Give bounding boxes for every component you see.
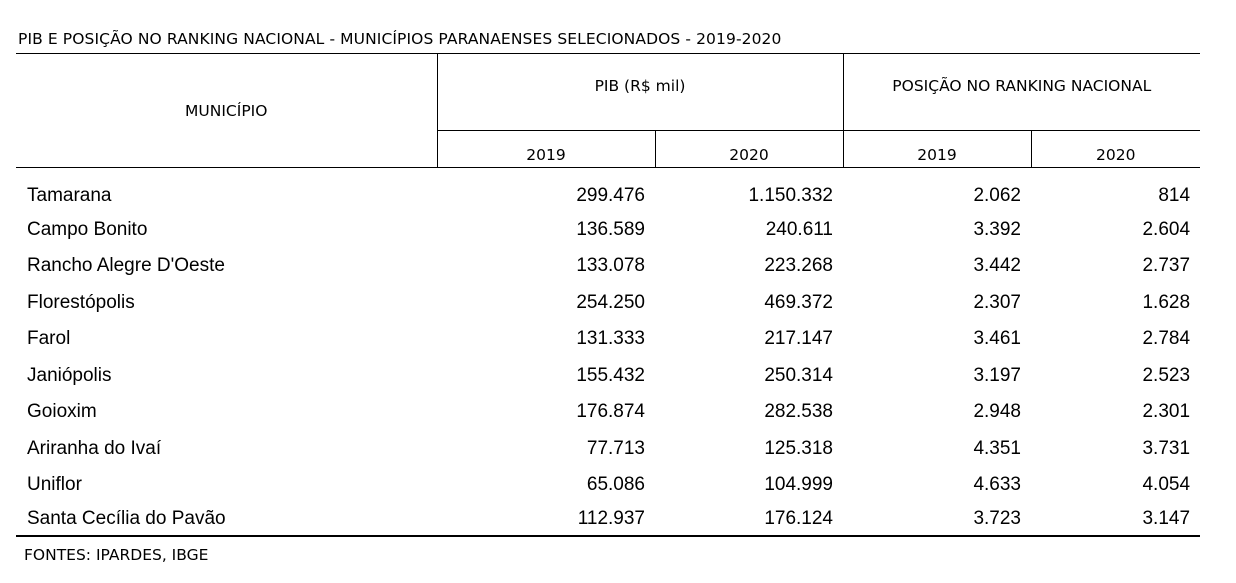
table-row: Rancho Alegre D'Oeste 133.078 223.268 3.442… [16,248,1200,285]
cell-pib-2019: 136.589 [576,218,645,240]
cell-pib-2019: 155.432 [576,364,645,386]
cell-pib-2020: 217.147 [764,328,833,350]
table-row: Florestópolis 254.250 469.372 2.307 1.628 [16,285,1200,322]
cell-municipio: Uniflor [27,474,82,496]
table-row: Janiópolis 155.432 250.314 3.197 2.523 [16,358,1200,395]
cell-municipio: Janiópolis [27,364,112,386]
table-row: Tamarana 299.476 1.150.332 2.062 814 [16,168,1200,212]
cell-municipio: Tamarana [27,184,112,206]
header-row-groups: MUNICÍPIO PIB (R$ mil) POSIÇÃO NO RANKIN… [16,53,1201,168]
cell-pib-2020: 104.999 [764,474,833,496]
cell-rank-2019: 3.723 [843,503,1031,537]
cell-pib-2019: 112.937 [437,503,655,537]
cell-rank-2019: 3.197 [973,364,1021,386]
table-row: Farol 131.333 217.147 3.461 2.784 [16,321,1200,358]
header-row-years: 2019 2020 2019 2020 [16,130,1201,168]
cell-rank-2019: 2.948 [973,401,1021,423]
cell-pib-2020: 176.124 [655,503,843,537]
cell-pib-2019: 299.476 [576,184,645,206]
cell-rank-2019: 3.442 [973,255,1021,277]
cell-rank-2020: 3.147 [1031,503,1201,537]
header-pib-2019: 2019 [436,130,655,168]
cell-municipio: Florestópolis [27,291,135,313]
cell-rank-2019: 2.062 [973,184,1021,206]
cell-rank-2020: 3.731 [1142,437,1191,459]
cell-pib-2020: 1.150.332 [748,184,833,206]
cell-rank-2020: 4.054 [1142,474,1191,496]
cell-pib-2019: 131.333 [576,328,645,350]
table-title: PIB E POSIÇÃO NO RANKING NACIONAL - MUNI… [18,30,782,48]
table-row: Ariranha do Ivaí 77.713 125.318 4.351 3.731 [16,431,1200,468]
cell-municipio: Ariranha do Ivaí [27,437,162,459]
cell-pib-2019: 176.874 [576,401,645,423]
cell-rank-2020: 2.737 [1142,255,1191,277]
cell-pib-2020: 223.268 [764,255,833,277]
cell-rank-2019: 4.351 [973,437,1021,459]
cell-rank-2019: 2.307 [973,291,1021,313]
table-row: Uniflor 65.086 104.999 4.633 4.054 [16,467,1200,504]
cell-rank-2019: 4.633 [973,474,1021,496]
pib-ranking-table: MUNICÍPIO PIB (R$ mil) POSIÇÃO NO RANKIN… [16,53,1201,537]
cell-municipio: Santa Cecília do Pavão [16,503,437,537]
cell-rank-2020: 2.784 [1142,328,1191,350]
source-note: FONTES: IPARDES, IBGE [24,546,209,564]
cell-pib-2020: 240.611 [765,218,833,240]
header-pib-group: PIB (R$ mil) [436,53,843,131]
cell-municipio: Campo Bonito [27,218,148,240]
header-pib-2020: 2020 [654,130,843,168]
table-row: Campo Bonito 136.589 240.611 3.392 2.604 [16,212,1200,249]
table-row: Goioxim 176.874 282.538 2.948 2.301 [16,394,1200,431]
cell-pib-2019: 65.086 [586,474,645,496]
table-row: Santa Cecília do Pavão 112.937 176.124 3.72… [16,503,1201,537]
cell-rank-2020: 814 [1158,184,1191,206]
cell-municipio: Goioxim [27,401,97,423]
cell-rank-2019: 3.392 [973,218,1021,240]
header-municipio: MUNICÍPIO [16,53,437,168]
cell-rank-2020: 2.523 [1142,364,1191,386]
header-rank-group: POSIÇÃO NO RANKING NACIONAL [842,53,1201,131]
cell-pib-2020: 282.538 [764,401,833,423]
cell-pib-2020: 469.372 [764,291,833,313]
cell-rank-2019: 3.461 [973,328,1021,350]
table-body: Tamarana 299.476 1.150.332 2.062 814 Campo Bo… [16,168,1201,537]
header-rank-2020: 2020 [1030,130,1201,168]
cell-rank-2020: 2.604 [1142,218,1191,240]
header-rank-2019: 2019 [842,130,1031,168]
cell-pib-2019: 133.078 [576,255,645,277]
cell-pib-2020: 250.314 [764,364,833,386]
cell-rank-2020: 1.628 [1142,291,1191,313]
cell-municipio: Farol [27,328,71,350]
cell-municipio: Rancho Alegre D'Oeste [27,255,225,277]
cell-pib-2019: 77.713 [586,437,645,459]
cell-pib-2019: 254.250 [576,291,645,313]
cell-rank-2020: 2.301 [1142,401,1191,423]
cell-pib-2020: 125.318 [764,437,833,459]
